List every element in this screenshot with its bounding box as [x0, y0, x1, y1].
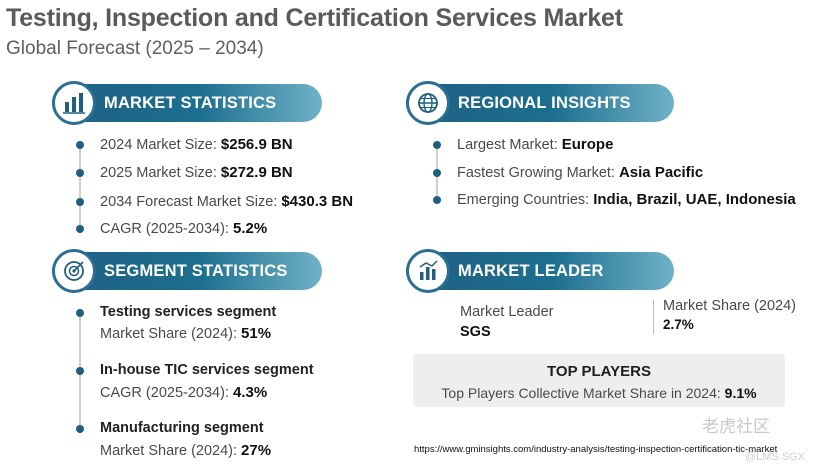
- regional-row: Fastest Growing Market: Asia Pacific: [457, 164, 704, 181]
- timeline-dot: [76, 169, 84, 177]
- market-leader-heading: MARKET LEADER: [458, 261, 604, 280]
- segment-statistics-heading: SEGMENT STATISTICS: [104, 261, 288, 280]
- building-chart-icon: [52, 81, 96, 125]
- bar-chart-icon: [406, 249, 450, 293]
- market-stat-row: CAGR (2025-2034): 5.2%: [100, 220, 268, 237]
- timeline-dot: [76, 141, 84, 149]
- source-url[interactable]: https://www.gminsights.com/industry-anal…: [414, 444, 778, 455]
- timeline-dot: [76, 309, 84, 317]
- market-statistics-list: 2024 Market Size: $256.9 BN 2025 Market …: [76, 136, 396, 237]
- timeline-dot: [76, 225, 84, 233]
- watermark-handle: @LMS SGX: [745, 451, 806, 463]
- timeline-dot: [433, 196, 441, 204]
- market-stat-row: 2025 Market Size: $272.9 BN: [100, 164, 293, 181]
- share-value: 2.7%: [663, 317, 694, 332]
- leader-label: Market Leader: [460, 304, 554, 320]
- timeline-line: [79, 144, 81, 230]
- regional-insights-list: Largest Market: Europe Fastest Growing M…: [433, 136, 831, 208]
- page-title: Testing, Inspection and Certification Se…: [6, 4, 623, 32]
- timeline-dot: [433, 141, 441, 149]
- regional-row: Largest Market: Europe: [457, 136, 614, 153]
- regional-insights-banner: REGIONAL INSIGHTS: [406, 81, 674, 125]
- watermark: 老虎社区: [702, 417, 770, 436]
- timeline-dot: [433, 169, 441, 177]
- market-statistics-banner: MARKET STATISTICS: [52, 81, 322, 125]
- top-players-box: TOP PLAYERS Top Players Collective Marke…: [413, 354, 785, 407]
- leader-divider: [653, 300, 654, 334]
- timeline-dot: [76, 367, 84, 375]
- top-players-share: Top Players Collective Market Share in 2…: [441, 385, 757, 401]
- segment-statistics-list: Testing services segment Market Share (2…: [76, 304, 396, 464]
- regional-insights-heading: REGIONAL INSIGHTS: [458, 93, 631, 112]
- market-stat-row: 2024 Market Size: $256.9 BN: [100, 136, 293, 153]
- market-stat-row: 2034 Forecast Market Size: $430.3 BN: [100, 193, 354, 210]
- share-label: Market Share (2024): [663, 298, 796, 314]
- segment-metric: CAGR (2025-2034): 4.3%: [100, 384, 268, 401]
- segment-metric: Market Share (2024): 27%: [100, 442, 272, 459]
- target-chart-icon: [52, 249, 96, 293]
- leader-value: SGS: [460, 324, 491, 340]
- regional-row: Emerging Countries: India, Brazil, UAE, …: [457, 191, 796, 208]
- top-players-title: TOP PLAYERS: [547, 363, 651, 380]
- timeline-dot: [76, 425, 84, 433]
- timeline-dot: [76, 198, 84, 206]
- segment-statistics-banner: SEGMENT STATISTICS: [52, 249, 322, 293]
- segment-name: Manufacturing segment: [100, 420, 264, 436]
- page-subtitle: Global Forecast (2025 – 2034): [6, 38, 264, 59]
- market-leader-banner: MARKET LEADER: [406, 249, 674, 293]
- segment-metric: Market Share (2024): 51%: [100, 325, 272, 342]
- market-leader-block: Market Leader SGS Market Share (2024) 2.…: [458, 298, 818, 344]
- market-statistics-heading: MARKET STATISTICS: [104, 93, 277, 112]
- segment-name: In-house TIC services segment: [100, 362, 314, 378]
- segment-name: Testing services segment: [100, 304, 277, 320]
- globe-icon: [406, 81, 450, 125]
